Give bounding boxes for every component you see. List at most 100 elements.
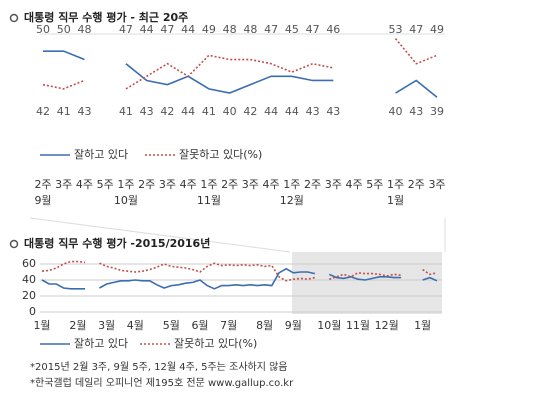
x-tick-label: 4주 [180, 178, 197, 191]
x-tick-label: 2주 [34, 178, 51, 191]
line [422, 276, 438, 282]
legend-label: 잘못하고 있다(%) [174, 336, 257, 350]
y-tick-label: 0 [29, 305, 36, 318]
value-label: 44 [264, 105, 278, 118]
note: *한국갤럽 데일리 오피니언 제195호 전문 www.gallup.co.kr [30, 377, 294, 389]
x-tick-label: 1주 [387, 178, 404, 191]
x-tick-label: 7월 [220, 319, 237, 332]
value-label: 47 [160, 23, 174, 36]
highlight-region [292, 252, 442, 314]
x-tick-label: 3주 [55, 178, 72, 191]
x-tick-label: 1월 [414, 319, 431, 332]
title-icon [9, 13, 19, 23]
zoom-line [29, 217, 291, 253]
month-label: 11월 [197, 194, 221, 207]
line [125, 54, 334, 90]
value-label: 42 [160, 105, 174, 118]
value-label: 49 [430, 23, 444, 36]
x-tick-label: 1주 [200, 178, 217, 191]
x-tick-label: 11월 [346, 319, 370, 332]
value-label: 50 [57, 23, 71, 36]
x-tick-label: 2주 [304, 178, 321, 191]
value-label: 39 [430, 105, 444, 118]
chart-title: 대통령 직무 수행 평가 -2015/2016년 [24, 236, 210, 250]
value-label: 48 [77, 23, 91, 36]
x-tick-label: 4주 [345, 178, 362, 191]
value-label: 53 [389, 23, 403, 36]
value-label: 44 [181, 105, 195, 118]
month-label: 9월 [34, 194, 51, 207]
value-label: 43 [77, 105, 91, 118]
value-label: 42 [36, 105, 50, 118]
legend-label: 잘못하고 있다(%) [179, 147, 262, 161]
value-label: 47 [306, 23, 320, 36]
value-label: 48 [243, 23, 257, 36]
x-tick-label: 2주 [408, 178, 425, 191]
line [99, 262, 316, 282]
x-tick-label: 6월 [191, 319, 208, 332]
x-tick-label: 1월 [33, 319, 50, 332]
y-tick-label: 60 [22, 257, 36, 270]
x-tick-label: 3주 [325, 178, 342, 191]
line [42, 79, 85, 90]
x-tick-label: 4주 [263, 178, 280, 191]
x-tick-label: 4월 [127, 319, 144, 332]
x-tick-label: 1주 [117, 178, 134, 191]
note: *2015년 2월 3주, 9월 5주, 12월 4주, 5주는 조사하지 않음 [30, 360, 288, 373]
value-label: 41 [119, 105, 133, 118]
legend-label: 잘하고 있다 [74, 336, 128, 350]
line [422, 268, 438, 276]
value-label: 44 [140, 23, 154, 36]
value-label: 40 [389, 105, 403, 118]
x-tick-label: 3주 [242, 178, 259, 191]
line [328, 273, 402, 281]
value-label: 47 [409, 23, 423, 36]
value-label: 50 [36, 23, 50, 36]
value-label: 44 [285, 105, 299, 118]
title-icon [9, 239, 19, 249]
x-tick-label: 4주 [76, 178, 93, 191]
value-label: 46 [326, 23, 340, 36]
x-tick-label: 12월 [375, 319, 399, 332]
line [329, 271, 402, 280]
value-label: 40 [223, 105, 237, 118]
x-tick-label: 8월 [256, 319, 273, 332]
value-label: 41 [202, 105, 216, 118]
x-tick-label: 3월 [98, 319, 115, 332]
line [395, 79, 438, 98]
x-tick-label: 1주 [283, 178, 300, 191]
value-label: 43 [409, 105, 423, 118]
y-tick-label: 40 [22, 273, 36, 286]
y-tick-label: 20 [22, 289, 36, 302]
x-tick-label: 2주 [138, 178, 155, 191]
month-label: 12월 [280, 194, 304, 207]
month-label: 10월 [114, 194, 138, 207]
x-tick-label: 5월 [163, 319, 180, 332]
line [41, 260, 86, 272]
line [43, 50, 85, 61]
legend-label: 잘하고 있다 [74, 147, 128, 161]
x-tick-label: 3주 [159, 178, 176, 191]
value-label: 43 [306, 105, 320, 118]
value-label: 45 [285, 23, 299, 36]
x-tick-label: 9월 [285, 319, 302, 332]
line [99, 267, 316, 290]
value-label: 44 [181, 23, 195, 36]
value-label: 41 [57, 105, 71, 118]
month-label: 1월 [387, 194, 404, 207]
value-label: 43 [326, 105, 340, 118]
value-label: 47 [119, 23, 133, 36]
line [41, 279, 86, 290]
x-tick-label: 3주 [428, 178, 445, 191]
x-tick-label: 5주 [366, 178, 383, 191]
x-tick-label: 2주 [221, 178, 238, 191]
value-label: 42 [243, 105, 257, 118]
x-tick-label: 5주 [97, 178, 114, 191]
x-tick-label: 10월 [317, 319, 341, 332]
x-tick-label: 2월 [69, 319, 86, 332]
chart-title: 대통령 직무 수행 평가 - 최근 20주 [24, 10, 188, 24]
line [125, 63, 334, 94]
value-label: 43 [140, 105, 154, 118]
